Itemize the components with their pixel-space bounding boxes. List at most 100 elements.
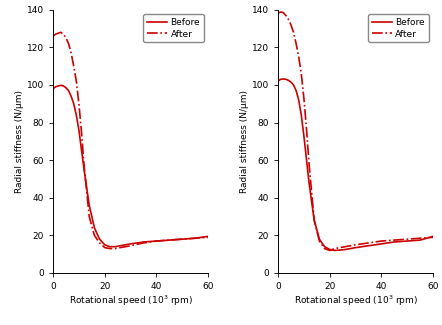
Before — [102, 243, 107, 247]
After — [286, 17, 291, 21]
Before — [180, 237, 185, 241]
Before — [418, 238, 423, 242]
After — [206, 235, 211, 239]
After — [50, 34, 56, 38]
After — [76, 102, 82, 106]
Before — [379, 242, 384, 246]
After — [288, 23, 293, 27]
Before — [286, 78, 291, 82]
Before — [53, 85, 58, 89]
Before — [50, 87, 56, 91]
Before — [193, 236, 198, 240]
Before — [392, 240, 397, 244]
After — [281, 11, 286, 15]
After — [306, 162, 312, 166]
Before — [92, 226, 97, 230]
Before — [275, 79, 281, 83]
Before — [281, 77, 286, 81]
After — [128, 244, 133, 248]
Line: After: After — [53, 32, 208, 249]
After — [404, 237, 410, 241]
After — [379, 239, 384, 243]
After — [277, 11, 282, 15]
Before — [277, 78, 282, 82]
Before — [76, 128, 82, 132]
After — [81, 164, 87, 168]
After — [74, 79, 79, 83]
Before — [322, 245, 327, 249]
After — [327, 249, 332, 253]
After — [118, 246, 123, 250]
Before — [61, 84, 66, 88]
After — [348, 244, 353, 248]
After — [317, 239, 322, 243]
Before — [327, 248, 332, 252]
After — [63, 36, 69, 40]
Before — [283, 77, 289, 81]
Before — [431, 234, 436, 238]
Before — [167, 238, 172, 242]
After — [97, 241, 102, 245]
After — [291, 30, 296, 34]
X-axis label: Rotational speed (10$^{\mathregular{3}}$ rpm): Rotational speed (10$^{\mathregular{3}}$… — [293, 294, 418, 308]
After — [353, 243, 358, 247]
Before — [312, 218, 317, 222]
After — [141, 241, 146, 245]
Before — [291, 83, 296, 87]
Before — [112, 245, 118, 249]
Before — [56, 84, 61, 88]
After — [112, 247, 118, 251]
After — [56, 31, 61, 35]
Before — [404, 239, 410, 243]
Before — [81, 168, 87, 172]
After — [431, 235, 436, 239]
After — [102, 246, 107, 250]
Before — [87, 203, 92, 207]
After — [53, 32, 58, 36]
Before — [348, 247, 353, 251]
After — [283, 13, 289, 17]
After — [418, 236, 423, 240]
X-axis label: Rotational speed (10$^{\mathregular{3}}$ rpm): Rotational speed (10$^{\mathregular{3}}$… — [69, 294, 193, 308]
Before — [58, 84, 64, 87]
Before — [343, 248, 348, 252]
Before — [63, 86, 69, 90]
Before — [278, 77, 283, 81]
After — [332, 247, 338, 251]
After — [79, 130, 84, 134]
Before — [118, 244, 123, 248]
After — [69, 51, 74, 55]
After — [123, 245, 128, 249]
Y-axis label: Radial stiffness (N/μm): Radial stiffness (N/μm) — [240, 90, 249, 193]
Before — [107, 245, 113, 249]
After — [301, 96, 306, 100]
After — [66, 42, 71, 46]
After — [154, 239, 159, 243]
Before — [301, 134, 306, 138]
After — [322, 247, 327, 251]
Before — [69, 94, 74, 98]
Before — [353, 246, 358, 250]
After — [107, 247, 113, 251]
Line: Before: Before — [278, 79, 433, 251]
After — [52, 33, 57, 37]
After — [92, 233, 97, 237]
After — [392, 238, 397, 242]
Line: Before: Before — [53, 85, 208, 247]
Before — [154, 239, 159, 243]
After — [71, 64, 76, 68]
Before — [299, 113, 304, 117]
Y-axis label: Radial stiffness (N/μm): Radial stiffness (N/μm) — [15, 90, 24, 193]
After — [312, 218, 317, 222]
Before — [97, 237, 102, 241]
Before — [332, 249, 338, 253]
After — [299, 72, 304, 76]
After — [296, 55, 301, 59]
Before — [128, 242, 133, 246]
Line: After: After — [278, 12, 433, 251]
After — [304, 126, 309, 130]
Legend: Before, After: Before, After — [143, 14, 204, 42]
After — [337, 246, 343, 250]
After — [278, 10, 283, 14]
Before — [337, 248, 343, 252]
